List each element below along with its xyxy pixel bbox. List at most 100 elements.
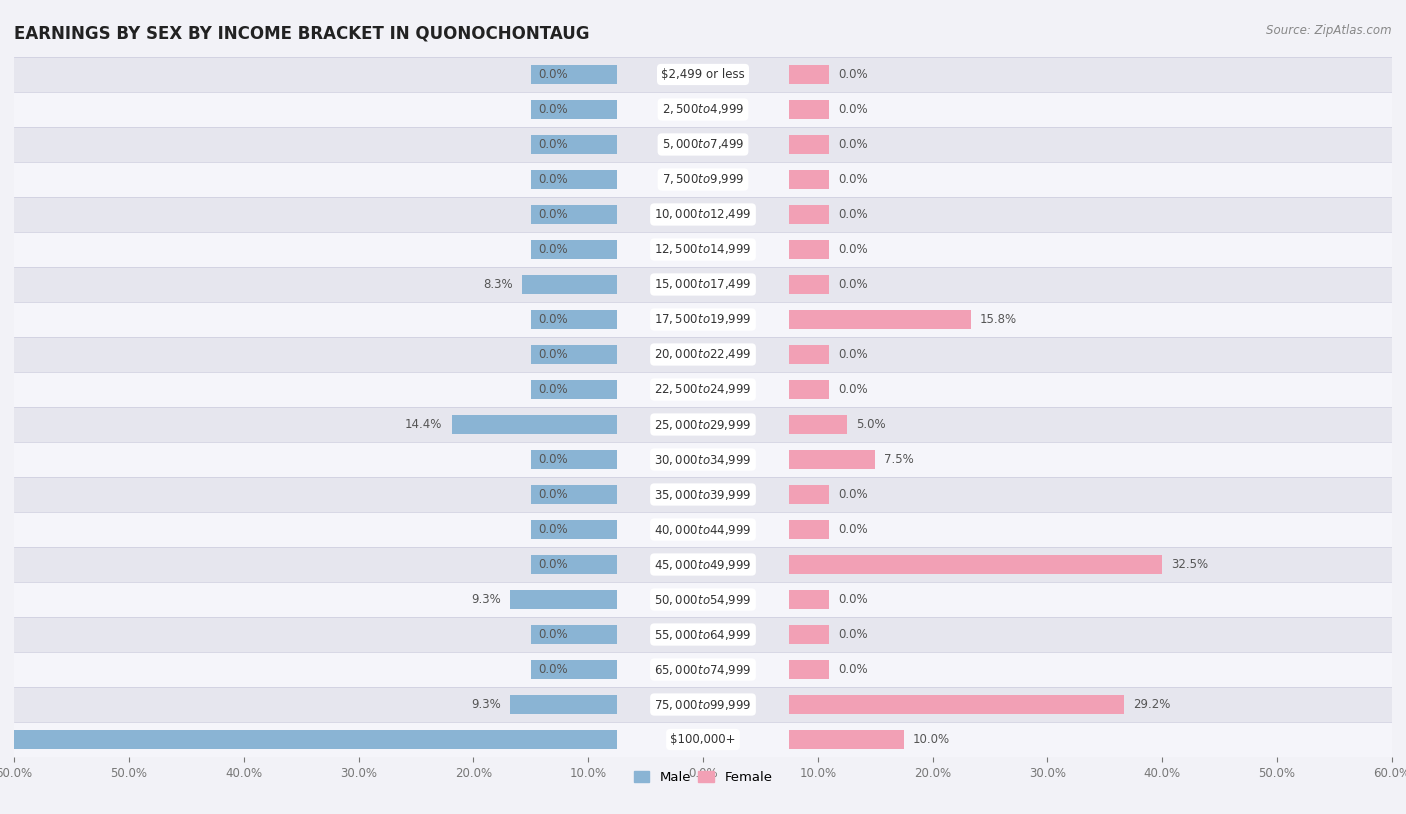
Text: 9.3%: 9.3% [471,698,501,711]
Bar [576,240,617,259]
Text: 0.0%: 0.0% [838,593,868,606]
Bar [530,380,617,399]
Bar [14,652,1392,687]
Text: 0.0%: 0.0% [538,138,568,151]
Bar [576,170,617,189]
Text: 29.2%: 29.2% [1133,698,1171,711]
Text: $7,500 to $9,999: $7,500 to $9,999 [662,173,744,186]
Bar [789,555,1163,574]
Bar [14,512,1392,547]
Text: 0.0%: 0.0% [838,523,868,536]
Bar [14,232,1392,267]
Text: 0.0%: 0.0% [838,383,868,396]
Text: 0.0%: 0.0% [538,208,568,221]
Bar [576,135,617,154]
Text: 0.0%: 0.0% [538,453,568,466]
Bar [530,485,617,504]
Bar [14,687,1392,722]
Text: 0.0%: 0.0% [838,138,868,151]
Bar [14,477,1392,512]
Text: EARNINGS BY SEX BY INCOME BRACKET IN QUONOCHONTAUG: EARNINGS BY SEX BY INCOME BRACKET IN QUO… [14,24,589,42]
Bar [530,135,617,154]
Text: $20,000 to $22,499: $20,000 to $22,499 [654,348,752,361]
Bar [789,310,970,329]
Text: 0.0%: 0.0% [838,278,868,291]
Bar [576,205,617,224]
Bar [510,590,617,609]
Text: 5.0%: 5.0% [856,418,886,431]
Bar [530,205,617,224]
Text: 0.0%: 0.0% [838,348,868,361]
Text: 0.0%: 0.0% [838,103,868,116]
Bar [14,722,1392,757]
Bar [14,127,1392,162]
Legend: Male, Female: Male, Female [628,765,778,789]
Bar [530,345,617,364]
Text: 10.0%: 10.0% [912,733,950,746]
Text: $10,000 to $12,499: $10,000 to $12,499 [654,208,752,221]
Text: 0.0%: 0.0% [538,103,568,116]
Text: 9.3%: 9.3% [471,593,501,606]
Bar [576,450,617,469]
Text: 8.3%: 8.3% [482,278,512,291]
Text: 0.0%: 0.0% [838,628,868,641]
Bar [530,625,617,644]
Bar [530,450,617,469]
Bar [576,65,617,84]
Bar [530,240,617,259]
Bar [576,625,617,644]
Text: $15,000 to $17,499: $15,000 to $17,499 [654,278,752,291]
Text: 0.0%: 0.0% [538,68,568,81]
Bar [522,275,617,294]
Text: $30,000 to $34,999: $30,000 to $34,999 [654,453,752,466]
Text: 0.0%: 0.0% [538,313,568,326]
Text: 32.5%: 32.5% [1171,558,1209,571]
Bar [14,57,1392,92]
Text: $2,499 or less: $2,499 or less [661,68,745,81]
Text: 0.0%: 0.0% [838,208,868,221]
Text: 0.0%: 0.0% [838,68,868,81]
Bar [14,442,1392,477]
Bar [789,170,830,189]
Bar [789,415,846,434]
Bar [530,170,617,189]
Bar [576,520,617,539]
Text: $12,500 to $14,999: $12,500 to $14,999 [654,243,752,256]
Text: 0.0%: 0.0% [838,243,868,256]
Bar [576,380,617,399]
Bar [789,345,830,364]
Text: $45,000 to $49,999: $45,000 to $49,999 [654,558,752,571]
Bar [14,162,1392,197]
Text: $25,000 to $29,999: $25,000 to $29,999 [654,418,752,431]
Bar [510,695,617,714]
Bar [451,415,617,434]
Text: $40,000 to $44,999: $40,000 to $44,999 [654,523,752,536]
Bar [576,555,617,574]
Bar [789,65,830,84]
Bar [530,555,617,574]
Bar [14,617,1392,652]
Bar [14,302,1392,337]
Bar [576,310,617,329]
Text: 14.4%: 14.4% [405,418,443,431]
Bar [789,485,830,504]
Text: 0.0%: 0.0% [538,628,568,641]
Bar [530,65,617,84]
Bar [14,267,1392,302]
Bar [789,625,830,644]
Bar [530,660,617,679]
Text: $2,500 to $4,999: $2,500 to $4,999 [662,103,744,116]
Bar [14,92,1392,127]
Bar [576,100,617,119]
Bar [789,275,830,294]
Bar [14,197,1392,232]
Text: $50,000 to $54,999: $50,000 to $54,999 [654,593,752,606]
Bar [789,695,1125,714]
Text: 7.5%: 7.5% [884,453,914,466]
Text: $5,000 to $7,499: $5,000 to $7,499 [662,138,744,151]
Bar [14,372,1392,407]
Bar [14,547,1392,582]
Text: 0.0%: 0.0% [538,173,568,186]
Text: 0.0%: 0.0% [538,488,568,501]
Bar [789,380,830,399]
